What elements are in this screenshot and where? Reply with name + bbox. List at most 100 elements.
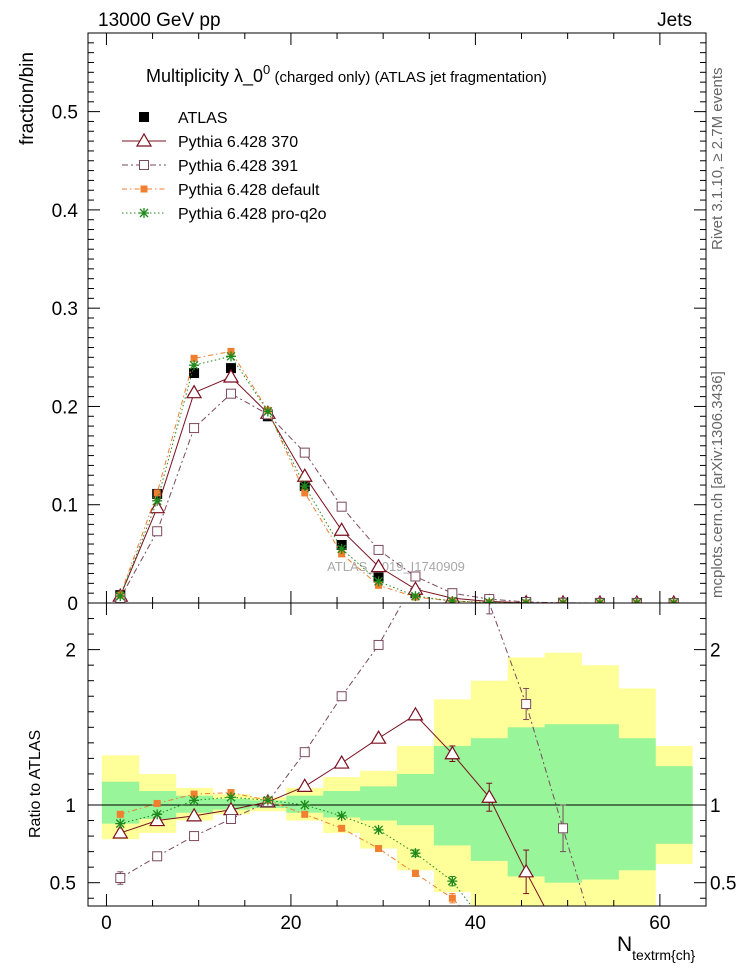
ratio-point-pdefault bbox=[116, 810, 124, 818]
legend-marker-atlas bbox=[139, 112, 149, 122]
side-label-mcplots: mcplots.cern.ch [arXiv:1306.3436] bbox=[709, 371, 726, 598]
ratio-point-pdefault bbox=[411, 869, 419, 877]
main-point-p391 bbox=[225, 388, 236, 399]
ratio-point-p391 bbox=[336, 691, 347, 702]
ratio-point-pdefault bbox=[448, 894, 456, 902]
main-point-atlas bbox=[189, 368, 200, 379]
ratio-ytick-label-right: 0.5 bbox=[710, 874, 736, 895]
legend-marker-pdefault bbox=[140, 185, 148, 193]
ratio-point-p370 bbox=[518, 863, 535, 878]
ratio-point-pq2o bbox=[115, 818, 126, 829]
ratio-xlabel: Ntextrm{ch} bbox=[617, 933, 696, 963]
ratio-point-pq2o bbox=[189, 795, 200, 806]
main-point-pdefault bbox=[153, 489, 161, 497]
main-ytick-label: 0.4 bbox=[52, 201, 79, 222]
main-ytick-label: 0.2 bbox=[52, 397, 78, 418]
ratio-plot-axes: 0 20 40 60 0.5 0.5 1 1 2 2 bbox=[50, 603, 736, 934]
main-point-p391 bbox=[373, 544, 384, 555]
chart-title-suffix: (charged only) (ATLAS jet fragmentation) bbox=[270, 69, 547, 86]
ratio-xtick-label: 0 bbox=[101, 913, 112, 934]
main-point-p391 bbox=[299, 447, 310, 458]
ratio-band-inner bbox=[618, 738, 656, 871]
ratio-ytick-label: 2 bbox=[65, 641, 76, 662]
ratio-series-p391 bbox=[115, 603, 587, 906]
main-ylabel: fraction/bin bbox=[17, 52, 38, 145]
legend-label-pq2o: Pythia 6.428 pro-q2o bbox=[178, 206, 327, 223]
main-point-pdefault bbox=[301, 489, 309, 497]
legend: ATLAS Pythia 6.428 370 Pythia 6.428 391 Pyt… bbox=[122, 110, 327, 223]
ratio-band-inner bbox=[544, 724, 582, 883]
ratio-point-pdefault bbox=[301, 810, 309, 818]
main-point-p391 bbox=[152, 526, 163, 537]
ratio-point-pq2o bbox=[447, 876, 458, 887]
ratio-point-pq2o bbox=[373, 824, 384, 835]
ratio-point-p391 bbox=[115, 873, 126, 884]
legend-label-p370: Pythia 6.428 370 bbox=[178, 134, 298, 151]
main-plot-series bbox=[112, 347, 679, 603]
ratio-plot-frame bbox=[87, 602, 707, 907]
ratio-point-p391 bbox=[373, 639, 384, 650]
chart-title-main: Multiplicity λ_0 bbox=[146, 66, 263, 87]
main-point-p391 bbox=[410, 571, 421, 582]
legend-label-pdefault: Pythia 6.428 default bbox=[178, 182, 320, 199]
ratio-series-pq2o bbox=[115, 792, 472, 906]
legend-label-p391: Pythia 6.428 391 bbox=[178, 158, 298, 175]
main-ytick-label: 0.1 bbox=[52, 496, 78, 517]
main-point-pq2o bbox=[484, 597, 495, 603]
header-left: 13000 GeV pp bbox=[98, 10, 221, 31]
main-plot-axes: 0 0.1 0.2 0.3 0.4 0.5 bbox=[52, 33, 706, 615]
main-point-pq2o bbox=[225, 351, 236, 362]
main-line-p370 bbox=[119, 376, 674, 603]
main-point-pq2o bbox=[447, 596, 458, 603]
ratio-ytick-label-right: 2 bbox=[710, 641, 721, 662]
ratio-point-p370 bbox=[112, 824, 129, 839]
main-series-pq2o bbox=[115, 351, 679, 603]
side-label-rivet: Rivet 3.1.10, ≥ 2.7M events bbox=[709, 68, 726, 251]
ratio-xlabel-main: N bbox=[617, 933, 632, 956]
main-point-p370 bbox=[296, 468, 313, 482]
watermark: ATLAS_2019_I1740909 bbox=[327, 559, 465, 574]
ratio-point-pq2o bbox=[336, 810, 347, 821]
main-point-pq2o bbox=[152, 495, 163, 506]
legend-label-atlas: ATLAS bbox=[178, 110, 228, 127]
main-point-pq2o bbox=[189, 360, 200, 371]
ratio-ytick-label: 1 bbox=[65, 796, 76, 817]
main-line-pdefault bbox=[119, 350, 674, 603]
ratio-band-inner bbox=[397, 773, 435, 826]
ratio-ytick-label: 0.5 bbox=[50, 874, 76, 895]
main-point-p370 bbox=[370, 558, 387, 573]
ratio-line-p391 bbox=[120, 603, 587, 906]
main-point-pq2o bbox=[336, 543, 347, 554]
main-point-p370 bbox=[222, 368, 240, 383]
watermark-text: ATLAS_2019_I1740909 bbox=[327, 559, 465, 574]
header-right: Jets bbox=[657, 10, 692, 31]
main-series-p391 bbox=[115, 388, 679, 603]
ratio-xlabel-sub: textrm{ch} bbox=[632, 947, 695, 963]
ratio-band-inner bbox=[581, 724, 619, 880]
legend-marker-p370 bbox=[135, 132, 153, 147]
ratio-point-p391 bbox=[558, 823, 569, 834]
ratio-point-p391 bbox=[521, 699, 532, 709]
ratio-point-p370 bbox=[481, 789, 498, 803]
ratio-bands bbox=[88, 652, 706, 906]
ratio-band-inner bbox=[360, 786, 398, 821]
main-point-pq2o bbox=[299, 481, 310, 492]
main-point-pq2o bbox=[115, 591, 126, 602]
ratio-point-pdefault bbox=[153, 799, 161, 807]
ratio-point-p391 bbox=[189, 831, 200, 842]
ratio-point-p391 bbox=[299, 747, 310, 758]
ratio-xtick-label: 20 bbox=[280, 913, 301, 934]
ratio-xtick-label: 60 bbox=[649, 913, 670, 934]
main-point-pdefault bbox=[190, 354, 198, 362]
main-point-atlas bbox=[225, 363, 236, 374]
main-ytick-label: 0 bbox=[67, 594, 78, 615]
ratio-point-pdefault bbox=[338, 824, 346, 832]
main-point-p370 bbox=[186, 384, 203, 399]
ratio-point-pq2o bbox=[299, 800, 310, 810]
chart-title: Multiplicity λ_00 (charged only) (ATLAS … bbox=[146, 62, 547, 87]
main-point-p391 bbox=[336, 501, 347, 512]
ratio-point-p370 bbox=[149, 812, 166, 827]
main-line-p391 bbox=[119, 393, 674, 603]
main-point-p370 bbox=[333, 522, 350, 536]
ratio-point-p370 bbox=[407, 706, 424, 721]
